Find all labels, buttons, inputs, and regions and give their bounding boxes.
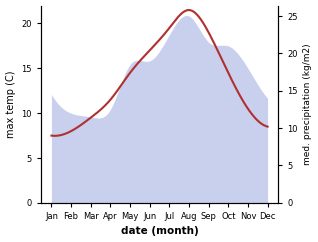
Y-axis label: max temp (C): max temp (C) bbox=[5, 70, 16, 138]
X-axis label: date (month): date (month) bbox=[121, 227, 198, 236]
Y-axis label: med. precipitation (kg/m2): med. precipitation (kg/m2) bbox=[303, 43, 313, 165]
